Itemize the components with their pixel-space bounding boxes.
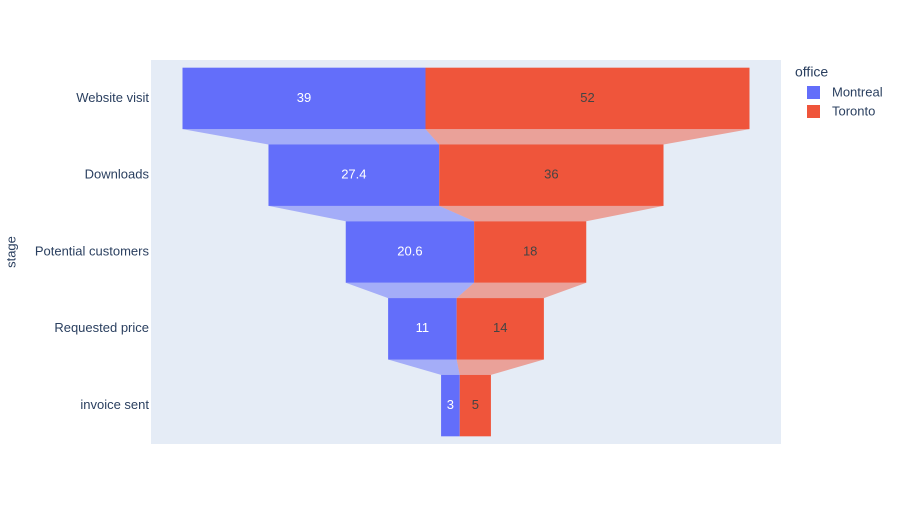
connector: [456, 282, 587, 299]
funnel-bar: [345, 221, 475, 283]
funnel-bar: [388, 298, 457, 360]
y-tick-label: Requested price: [54, 320, 149, 335]
y-tick-label: Downloads: [85, 167, 150, 182]
funnel-bar: [459, 374, 491, 437]
funnel-bar: [456, 298, 544, 360]
value-label: 20.6: [397, 243, 422, 258]
value-label: 5: [472, 397, 479, 412]
connector: [456, 359, 544, 375]
value-label: 39: [297, 90, 311, 105]
funnel-bar: [182, 67, 426, 130]
legend-swatch: [807, 86, 820, 99]
connector: [425, 129, 750, 145]
value-label: 52: [580, 90, 594, 105]
value-label: 18: [523, 243, 537, 258]
value-label: 11: [416, 320, 430, 335]
funnel-bar: [439, 144, 664, 206]
y-tick-label: Website visit: [76, 90, 149, 105]
connector: [439, 205, 664, 222]
legend-swatch: [807, 105, 820, 118]
y-tick-label: Potential customers: [35, 243, 150, 258]
funnel-bar: [441, 374, 460, 437]
funnel-bar: [425, 67, 750, 130]
connector: [268, 205, 475, 222]
value-label: 27.4: [341, 167, 366, 182]
connector: [388, 359, 460, 375]
value-label: 3: [447, 397, 454, 412]
legend-label: Montreal: [832, 84, 883, 99]
legend-label: Toronto: [832, 103, 875, 118]
connector: [182, 129, 440, 145]
y-axis-title: stage: [3, 236, 18, 268]
funnel-bar: [268, 144, 440, 206]
y-tick-label: invoice sent: [80, 397, 149, 412]
value-label: 14: [493, 320, 507, 335]
value-label: 36: [544, 167, 558, 182]
connector: [345, 282, 475, 299]
legend-title: office: [795, 64, 828, 80]
funnel-bar: [474, 221, 587, 283]
